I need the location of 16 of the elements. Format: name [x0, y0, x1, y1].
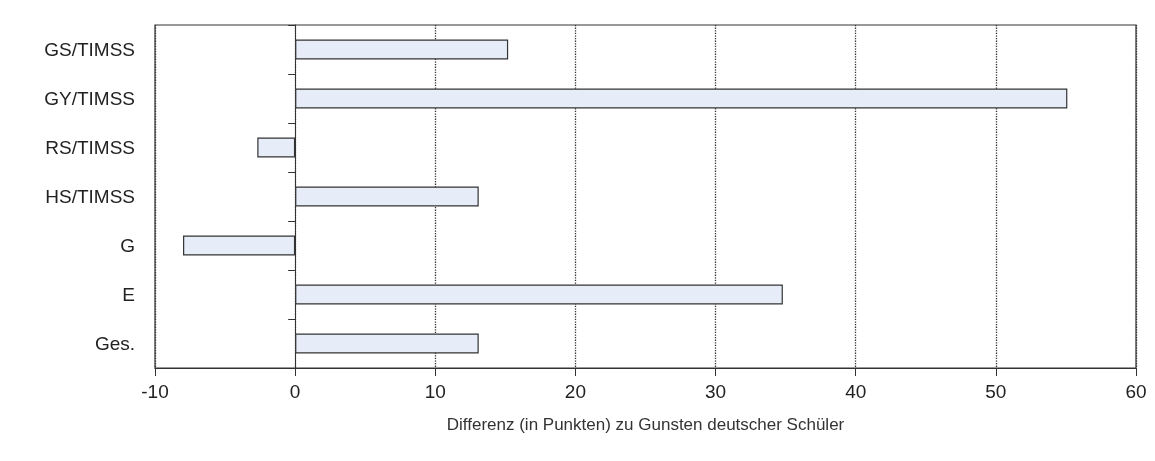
y-tick-label: Ges.: [94, 333, 135, 354]
y-tick-label: HS/TIMSS: [45, 186, 135, 207]
x-axis-title: Differenz (in Punkten) zu Gunsten deutscher Schüler: [446, 415, 845, 434]
x-tick-label: 20: [564, 381, 586, 402]
x-tick-label: 30: [705, 381, 727, 402]
y-tick-label: G: [120, 235, 135, 256]
x-tick-label: 40: [845, 381, 867, 402]
x-tick-label: -10: [141, 381, 169, 402]
x-tick-label: 50: [985, 381, 1007, 402]
y-tick-label: E: [122, 284, 135, 305]
y-tick-label: RS/TIMSS: [45, 137, 135, 158]
y-tick-label: GS/TIMSS: [44, 39, 135, 60]
y-tick-label: GY/TIMSS: [44, 88, 135, 109]
x-tick-label: 10: [424, 381, 446, 402]
x-tick-label: 60: [1125, 381, 1147, 402]
x-tick-label: 0: [289, 381, 301, 402]
